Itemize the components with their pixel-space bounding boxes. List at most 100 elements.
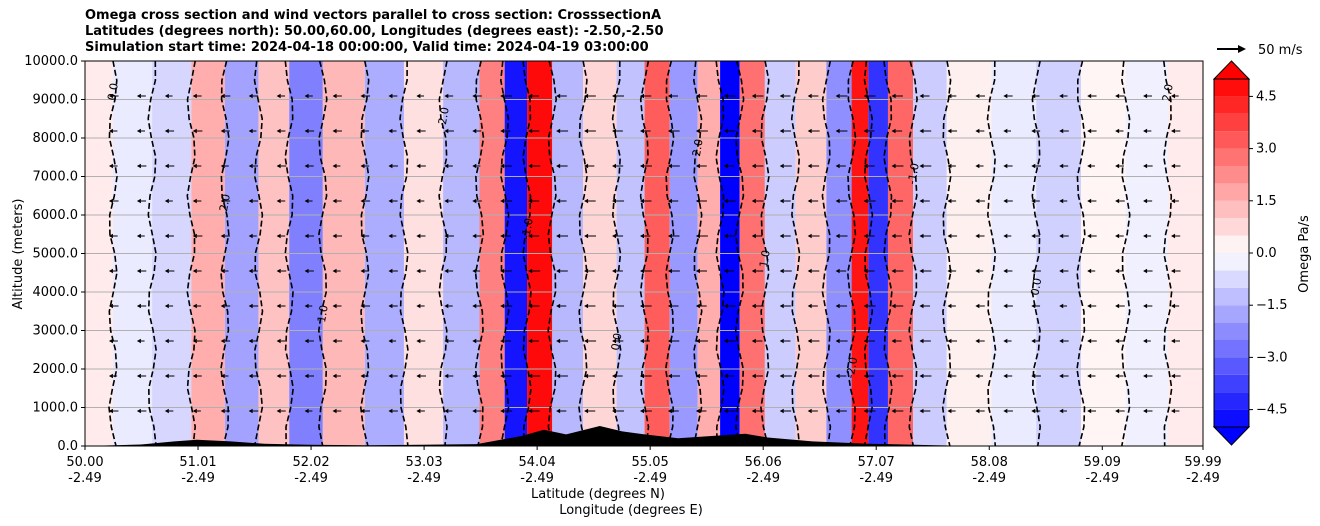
wind-vector-head xyxy=(192,373,197,379)
wind-vector-head xyxy=(751,373,756,379)
wind-vector-head xyxy=(919,338,924,344)
wind-vector-head xyxy=(612,198,617,204)
wind-vector-head xyxy=(947,198,952,204)
wind-vector-head xyxy=(667,128,672,134)
wind-vector-head xyxy=(276,268,281,274)
wind-vector-head xyxy=(835,373,840,379)
colorbar-band xyxy=(1214,322,1249,340)
wind-vector-head xyxy=(1143,303,1148,309)
wind-vector-head xyxy=(332,373,337,379)
wind-vector-head xyxy=(220,233,225,239)
wind-vector-head xyxy=(1143,268,1148,274)
y-tick-label: 4000.0 xyxy=(33,285,79,300)
y-tick-label: 5000.0 xyxy=(33,247,79,262)
wind-vector-head xyxy=(360,408,365,414)
wind-vector-head xyxy=(1031,338,1036,344)
wind-vector-head xyxy=(779,233,784,239)
wind-vector-head xyxy=(360,338,365,344)
wind-vector-head xyxy=(1031,303,1036,309)
wind-vector-head xyxy=(416,128,421,134)
contour-line xyxy=(547,61,558,446)
wind-vector-head xyxy=(1031,128,1036,134)
wind-vector-head xyxy=(164,233,169,239)
x-tick-label-lon: -2.49 xyxy=(294,471,328,486)
wind-vector-head xyxy=(1087,268,1092,274)
wind-vector-head xyxy=(136,303,141,309)
wind-vector-head xyxy=(863,373,868,379)
wind-vector-head xyxy=(807,128,812,134)
wind-vector-head xyxy=(1059,303,1064,309)
wind-vector-head xyxy=(1115,338,1120,344)
wind-vector-head xyxy=(807,338,812,344)
wind-vector-head xyxy=(220,93,225,99)
contour-line xyxy=(220,61,230,446)
wind-vector-head xyxy=(667,408,672,414)
colorbar-tick-label: −4.5 xyxy=(1256,403,1288,418)
wind-vector-head xyxy=(500,93,505,99)
wind-vector-head xyxy=(192,233,197,239)
wind-vector-head xyxy=(779,128,784,134)
wind-vector-head xyxy=(723,338,728,344)
wind-vector-head xyxy=(1171,373,1176,379)
wind-vector-head xyxy=(751,338,756,344)
wind-vector-head xyxy=(695,303,700,309)
plot-area: 0.02.01.0-2.0-1.00.02.01.0-2.0-1.00.02.0 xyxy=(85,61,1203,446)
wind-vector-head xyxy=(276,303,281,309)
wind-vector-head xyxy=(388,338,393,344)
wind-vector-head xyxy=(304,338,309,344)
wind-vector-head xyxy=(863,233,868,239)
wind-vector-head xyxy=(695,128,700,134)
wind-vector-head xyxy=(304,93,309,99)
x-tick-label-lon: -2.49 xyxy=(520,471,554,486)
colorbar-band xyxy=(1214,340,1249,358)
wind-vector-head xyxy=(751,303,756,309)
wind-vector-head xyxy=(695,163,700,169)
contour-line xyxy=(1076,61,1086,446)
colorbar-tick-label: −1.5 xyxy=(1256,298,1288,313)
colorbar-band xyxy=(1214,409,1249,427)
x-tick-label-lat: 59.09 xyxy=(1084,455,1121,470)
wind-vector-head xyxy=(1059,163,1064,169)
wind-vector-head xyxy=(1087,373,1092,379)
wind-vector-head xyxy=(751,163,756,169)
contour-line xyxy=(639,61,650,446)
contour-label: 2.0 xyxy=(690,138,706,157)
wind-vector-head xyxy=(108,233,113,239)
wind-vector-head xyxy=(528,128,533,134)
wind-vector-head xyxy=(640,408,644,414)
wind-vector-head xyxy=(1171,198,1176,204)
wind-vector-head xyxy=(779,338,784,344)
wind-vector-head xyxy=(444,163,449,169)
wind-vector-head xyxy=(1143,233,1148,239)
wind-vector-head xyxy=(136,233,141,239)
wind-vector-head xyxy=(1087,408,1092,414)
wind-vector-head xyxy=(416,303,421,309)
wind-vector-head xyxy=(947,338,952,344)
wind-vector-head xyxy=(304,163,309,169)
wind-vector-head xyxy=(416,408,421,414)
x-tick-label-lon: -2.49 xyxy=(1085,471,1119,486)
x-tick-label-lat: 56.06 xyxy=(745,455,782,470)
wind-vector-head xyxy=(360,163,365,169)
wind-vector-head xyxy=(444,268,449,274)
wind-vector-head xyxy=(220,408,225,414)
colorbar-band xyxy=(1214,148,1249,166)
wind-vector-head xyxy=(667,198,672,204)
wind-vector-head xyxy=(276,128,281,134)
wind-vector-head xyxy=(584,233,589,239)
wind-vector-head xyxy=(500,408,505,414)
wind-vector-head xyxy=(1031,373,1036,379)
wind-vector-head xyxy=(472,303,477,309)
wind-vector-head xyxy=(248,198,253,204)
wind-vector-head xyxy=(276,373,281,379)
contour-label: 0.0 xyxy=(1028,277,1044,296)
wind-vector-head xyxy=(640,303,644,309)
wind-vector-head xyxy=(1115,163,1120,169)
wind-vector-head xyxy=(556,338,561,344)
wind-vector-head xyxy=(276,233,281,239)
wind-vector-head xyxy=(332,233,337,239)
wind-vector-head xyxy=(1059,268,1064,274)
wind-vector-head xyxy=(472,373,477,379)
wind-vector-head xyxy=(164,163,169,169)
